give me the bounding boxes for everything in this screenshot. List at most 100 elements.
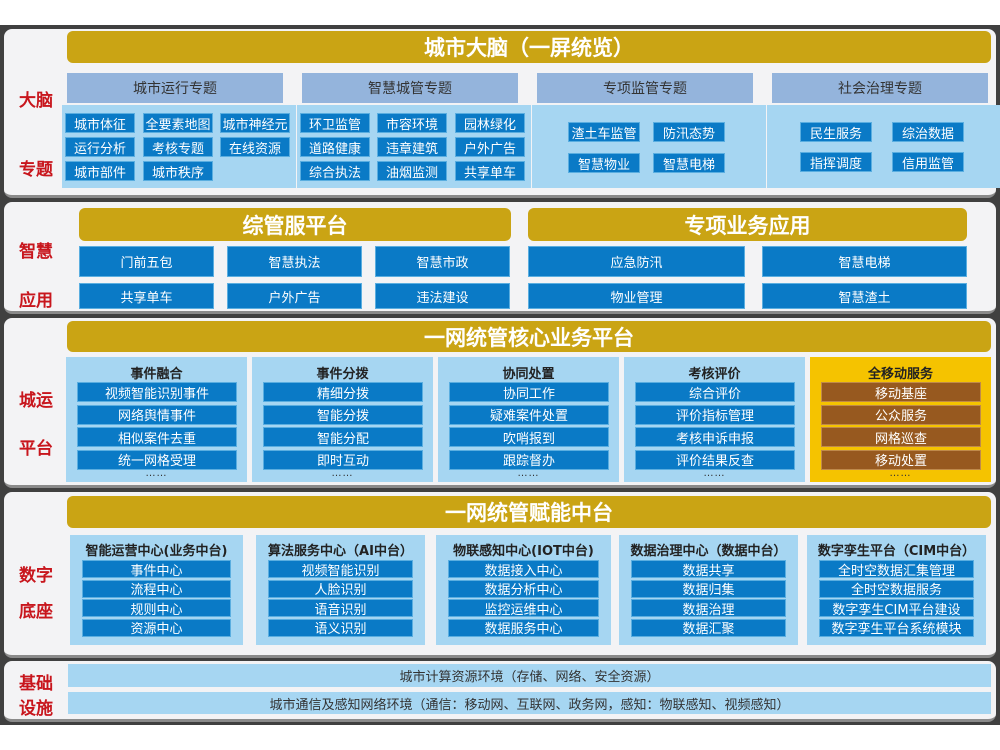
app-item[interactable]: 违法建设 <box>375 283 510 309</box>
topic-item[interactable]: 民生服务 <box>800 122 872 142</box>
topic-body <box>532 105 766 188</box>
topic-item[interactable]: 智慧物业 <box>568 153 640 173</box>
enable-item[interactable]: 监控运维中心 <box>448 599 599 618</box>
layer-label: 设施 <box>19 699 53 719</box>
core-title: 一网统管核心业务平台 <box>67 321 991 352</box>
app-item[interactable]: 共享单车 <box>79 283 214 309</box>
topic-item[interactable]: 智慧电梯 <box>653 153 725 173</box>
enable-column-header: 算法服务中心（AI中台） <box>268 544 413 559</box>
app-item[interactable]: 智慧市政 <box>375 246 510 277</box>
app-item[interactable]: 应急防汛 <box>528 246 745 277</box>
layer-label: 平台 <box>19 439 53 459</box>
core-item[interactable]: 移动处置 <box>821 449 981 470</box>
core-item[interactable]: 智能分拨 <box>263 404 423 425</box>
core-item[interactable]: 综合评价 <box>635 382 795 402</box>
more-indicator: …… <box>331 468 354 479</box>
enable-item[interactable]: 规则中心 <box>82 599 231 618</box>
core-item[interactable]: 视频智能识别事件 <box>77 382 237 402</box>
topic-item[interactable]: 城市部件 <box>65 161 135 181</box>
core-item[interactable]: 疑难案件处置 <box>449 404 609 425</box>
more-indicator: …… <box>703 468 726 479</box>
app-item[interactable]: 物业管理 <box>528 283 745 309</box>
enable-item[interactable]: 数据接入中心 <box>448 560 599 579</box>
topic-item[interactable]: 油烟监测 <box>377 161 447 181</box>
topic-item[interactable]: 园林绿化 <box>455 113 525 133</box>
topic-item[interactable]: 防汛态势 <box>653 122 725 142</box>
app-item[interactable]: 门前五包 <box>79 246 214 277</box>
topic-item[interactable]: 运行分析 <box>65 137 135 157</box>
topic-header: 智慧城管专题 <box>302 73 518 103</box>
app-item[interactable]: 智慧渣土 <box>762 283 967 309</box>
topic-header: 城市运行专题 <box>67 73 283 103</box>
core-item[interactable]: 网络舆情事件 <box>77 404 237 425</box>
enable-item[interactable]: 数字孪生平台系统模块 <box>819 618 974 637</box>
enable-item[interactable]: 流程中心 <box>82 579 231 598</box>
core-column-header: 协同处置 <box>502 367 555 382</box>
app-item[interactable]: 户外广告 <box>227 283 362 309</box>
more-indicator: …… <box>145 468 168 479</box>
core-item[interactable]: 网格巡查 <box>821 427 981 447</box>
topic-item[interactable]: 指挥调度 <box>800 152 872 172</box>
infra-row: 城市通信及感知网络环境（通信：移动网、互联网、政务网，感知：物联感知、视频感知） <box>68 692 991 714</box>
enable-item[interactable]: 数据归集 <box>631 579 786 598</box>
app-item[interactable]: 智慧电梯 <box>762 246 967 277</box>
core-item[interactable]: 移动基座 <box>821 382 981 402</box>
topic-item[interactable]: 综治数据 <box>892 122 964 142</box>
layer-label: 专题 <box>19 160 53 180</box>
topic-item[interactable]: 在线资源 <box>220 137 290 157</box>
topic-item[interactable]: 城市秩序 <box>143 161 213 181</box>
core-item[interactable]: 智能分配 <box>263 427 423 447</box>
core-item[interactable]: 协同工作 <box>449 382 609 402</box>
topic-item[interactable]: 渣土车监管 <box>568 122 640 142</box>
topic-item[interactable]: 考核专题 <box>143 137 213 157</box>
topic-item[interactable]: 信用监管 <box>892 152 964 172</box>
core-item[interactable]: 考核申诉申报 <box>635 427 795 447</box>
enable-column-header: 数字孪生平台（CIM中台） <box>817 544 976 559</box>
core-item[interactable]: 即时互动 <box>263 449 423 470</box>
core-item[interactable]: 吹哨报到 <box>449 427 609 447</box>
core-item[interactable]: 精细分拨 <box>263 382 423 402</box>
enable-item[interactable]: 数据汇聚 <box>631 618 786 637</box>
core-item[interactable]: 评价指标管理 <box>635 404 795 425</box>
topic-item[interactable]: 城市神经元 <box>220 113 290 133</box>
enable-item[interactable]: 视频智能识别 <box>268 560 413 579</box>
layer-label: 大脑 <box>19 91 53 111</box>
brain-title: 城市大脑（一屏统览） <box>67 31 991 63</box>
topic-header: 社会治理专题 <box>772 73 988 103</box>
app-item[interactable]: 智慧执法 <box>227 246 362 277</box>
core-item[interactable]: 统一网格受理 <box>77 449 237 470</box>
enable-item[interactable]: 数字孪生CIM平台建设 <box>819 599 974 618</box>
topic-item[interactable]: 户外广告 <box>455 137 525 157</box>
topic-item[interactable]: 违章建筑 <box>377 137 447 157</box>
enable-item[interactable]: 数据服务中心 <box>448 618 599 637</box>
enable-column-header: 智能运营中心(业务中台) <box>85 544 228 559</box>
core-item[interactable]: 相似案件去重 <box>77 427 237 447</box>
core-column-header: 事件融合 <box>130 367 183 382</box>
core-item[interactable]: 评价结果反查 <box>635 449 795 470</box>
enable-column-header: 数据治理中心（数据中台） <box>630 544 787 559</box>
topic-item[interactable]: 环卫监管 <box>300 113 370 133</box>
core-item[interactable]: 公众服务 <box>821 404 981 425</box>
topic-item[interactable]: 市容环境 <box>377 113 447 133</box>
topic-item[interactable]: 共享单车 <box>455 161 525 181</box>
enable-item[interactable]: 语义识别 <box>268 618 413 637</box>
topic-item[interactable]: 道路健康 <box>300 137 370 157</box>
enable-item[interactable]: 全时空数据服务 <box>819 579 974 598</box>
enable-item[interactable]: 资源中心 <box>82 618 231 637</box>
enable-item[interactable]: 数据分析中心 <box>448 579 599 598</box>
core-item[interactable]: 跟踪督办 <box>449 449 609 470</box>
enable-title: 一网统管赋能中台 <box>67 496 991 528</box>
enable-item[interactable]: 数据治理 <box>631 599 786 618</box>
layer-label: 数字 <box>19 566 53 586</box>
layer-label: 底座 <box>19 602 53 622</box>
enable-item[interactable]: 人脸识别 <box>268 579 413 598</box>
core-column-header: 事件分拨 <box>316 367 369 382</box>
topic-item[interactable]: 综合执法 <box>300 161 370 181</box>
topic-item[interactable]: 全要素地图 <box>143 113 213 133</box>
enable-item[interactable]: 语音识别 <box>268 599 413 618</box>
topic-item[interactable]: 城市体征 <box>65 113 135 133</box>
enable-item[interactable]: 全时空数据汇集管理 <box>819 560 974 579</box>
enable-item[interactable]: 事件中心 <box>82 560 231 579</box>
layer-label: 智慧 <box>19 242 53 262</box>
enable-item[interactable]: 数据共享 <box>631 560 786 579</box>
